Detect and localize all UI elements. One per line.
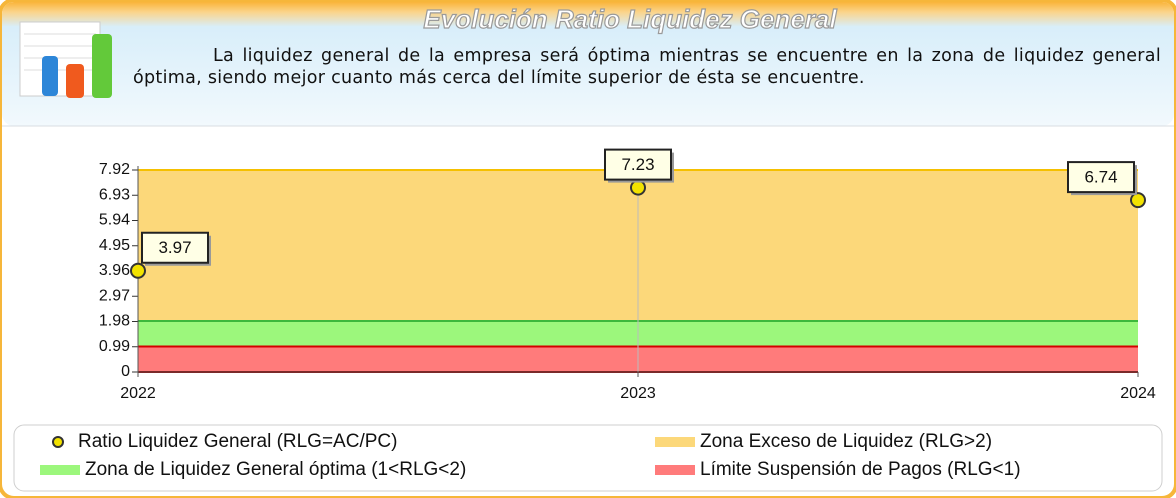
y-tick-label: 7.92 [99,161,130,178]
legend-swatch [40,465,80,475]
data-point [130,262,146,279]
y-tick-label: 4.95 [99,237,130,254]
y-tick-label: 3.96 [99,262,130,279]
y-tick-label: 1.98 [99,313,130,330]
x-tick-label: 2024 [1120,385,1156,402]
label-box [141,231,209,264]
legend-swatch [655,465,695,475]
legend-label: Límite Suspensión de Pagos (RLG<1) [700,459,1021,480]
icon [19,21,112,98]
legend-label: Ratio Liquidez General (RLG=AC/PC) [78,431,397,452]
legend-box [13,424,1163,492]
legend-label: Zona Exceso de Liquidez (RLG>2) [700,431,992,452]
label-box [604,148,672,181]
x-tick-label: 2022 [120,385,156,402]
data-point [1130,192,1146,209]
data-point [630,179,646,196]
header-bg [2,2,1174,126]
y-tick-label: 0 [121,363,130,380]
legend-swatch [655,437,695,447]
y-tick-label: 0.99 [99,338,130,355]
data-label: 3.97 [158,238,191,257]
y-tick-label: 2.97 [99,287,130,304]
x-tick-label: 2023 [620,385,656,402]
legend-marker [52,436,64,448]
y-tick-label: 6.93 [99,186,130,203]
chart-title: Evolución Ratio Liquidez General [423,4,837,34]
y-tick-label: 5.94 [99,212,130,229]
data-label: 7.23 [621,155,654,174]
data-label: 6.74 [1084,168,1117,187]
legend-label: Zona de Liquidez General óptima (1<RLG<2… [85,459,466,480]
label-box [1067,161,1135,194]
description: La liquidez general de la empresa será ó… [133,46,1161,88]
